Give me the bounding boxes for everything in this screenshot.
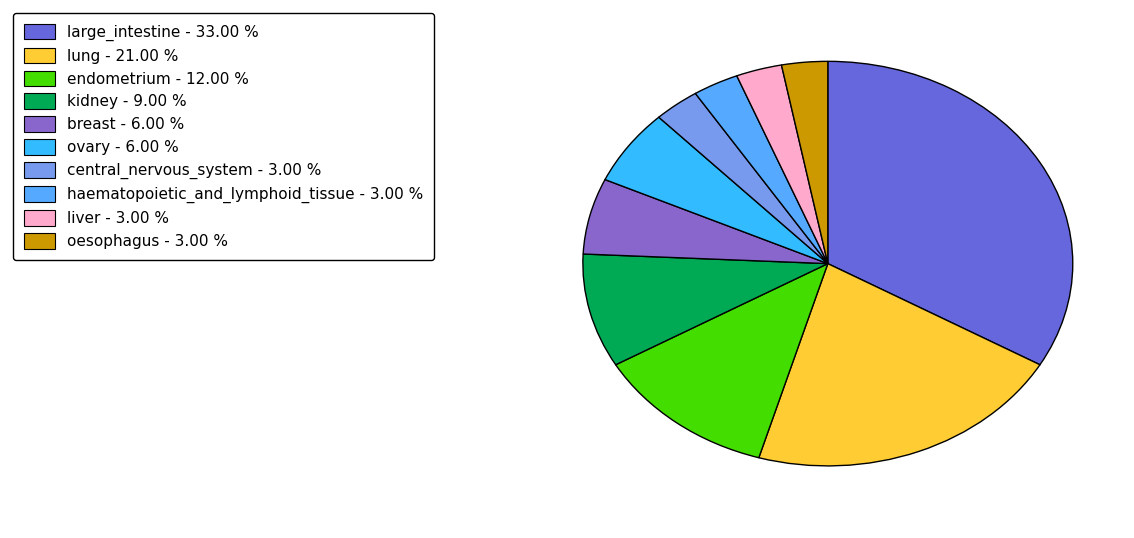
Wedge shape xyxy=(606,117,828,264)
Wedge shape xyxy=(759,264,1040,466)
Wedge shape xyxy=(616,264,828,458)
Wedge shape xyxy=(828,61,1073,365)
Wedge shape xyxy=(781,61,828,264)
Wedge shape xyxy=(695,76,828,264)
Wedge shape xyxy=(737,65,828,264)
Wedge shape xyxy=(583,180,828,264)
Legend: large_intestine - 33.00 %, lung - 21.00 %, endometrium - 12.00 %, kidney - 9.00 : large_intestine - 33.00 %, lung - 21.00 … xyxy=(14,13,433,260)
Wedge shape xyxy=(583,254,828,365)
Wedge shape xyxy=(659,94,828,264)
